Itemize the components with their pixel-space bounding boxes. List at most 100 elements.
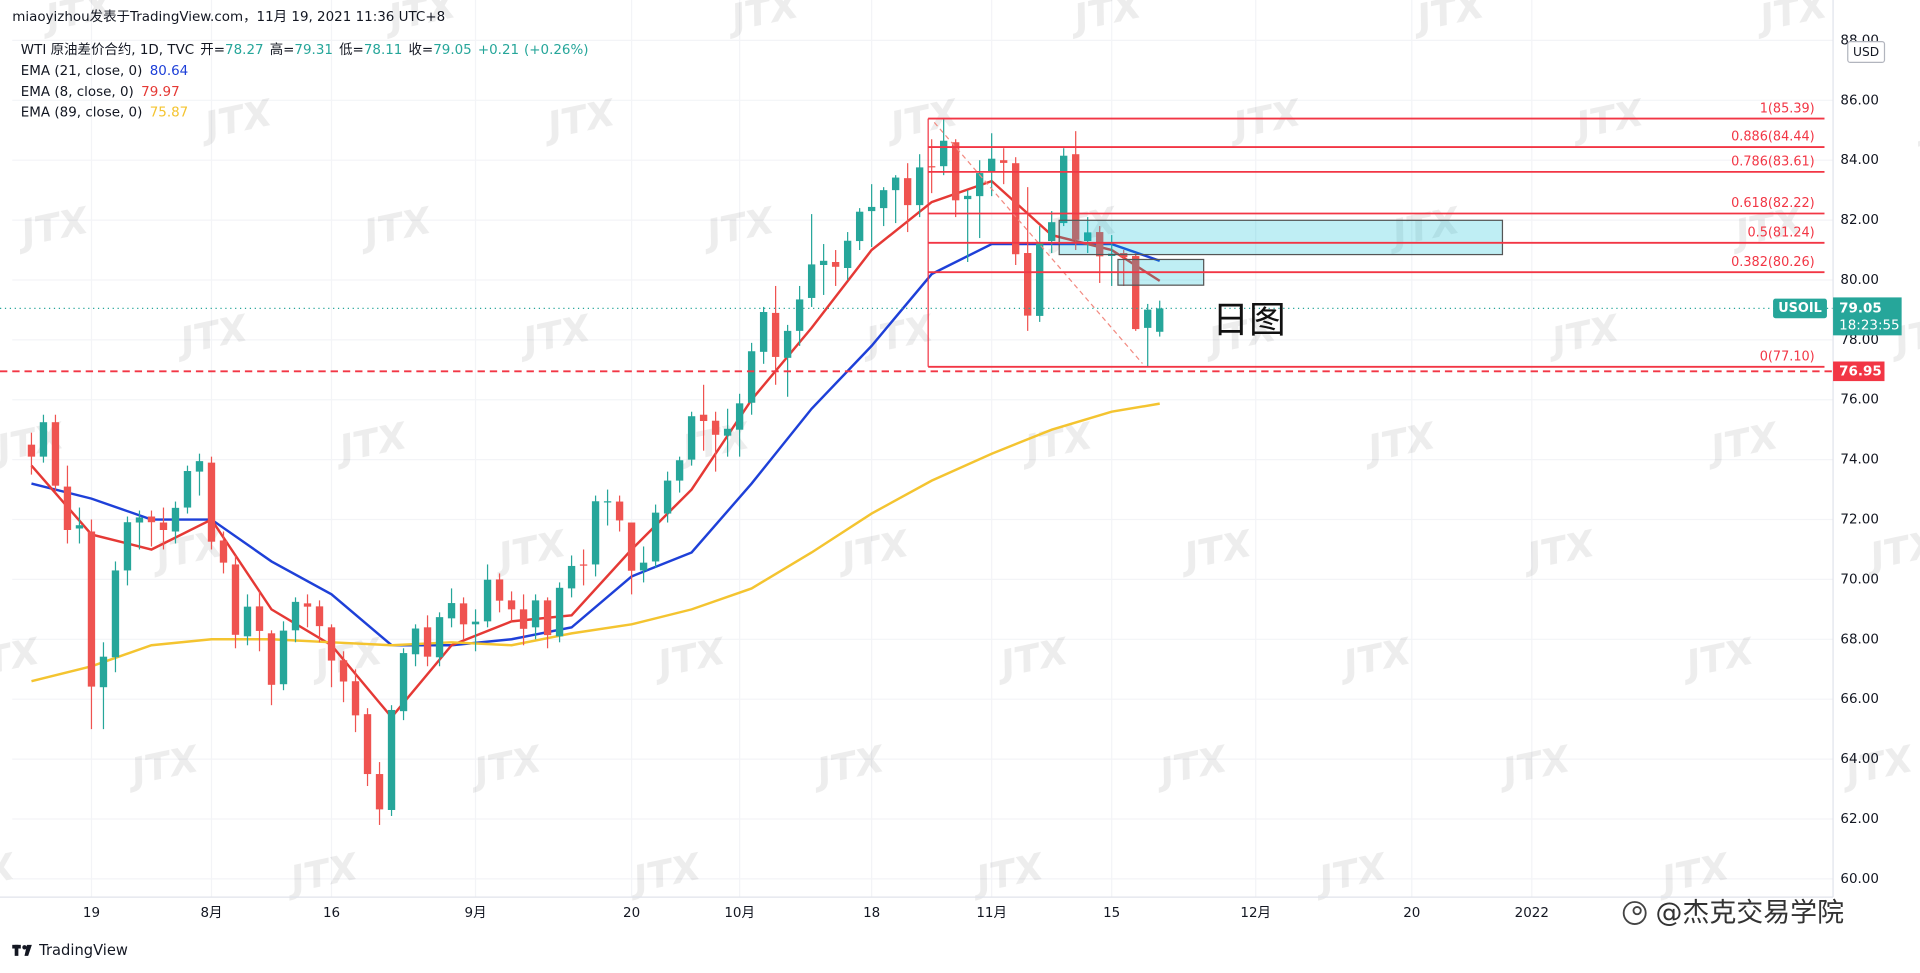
candle-body xyxy=(543,600,552,636)
candle-body xyxy=(627,522,636,571)
candle-body xyxy=(279,630,288,685)
fib-label: 0.382(80.26) xyxy=(1731,255,1815,270)
candle-body xyxy=(591,501,600,565)
candle-body xyxy=(459,603,468,625)
candle-body xyxy=(831,262,840,267)
x-tick-label: 10月 xyxy=(724,906,755,921)
annotation: 日图 xyxy=(1212,298,1285,341)
candle-body xyxy=(255,606,264,631)
candle-body xyxy=(735,403,744,430)
last-price-badge xyxy=(1833,297,1902,336)
fib-trendline xyxy=(933,121,1143,364)
candle-body xyxy=(891,177,900,191)
legend: miaoyizhou发表于TradingView.com，11月 19, 202… xyxy=(12,9,588,120)
ohlc-label: 收= xyxy=(408,42,433,58)
candle-body xyxy=(1012,163,1020,255)
legend-value: 79.97 xyxy=(141,85,180,100)
candle-body xyxy=(87,531,96,687)
candle-body xyxy=(207,462,216,542)
candle-body xyxy=(291,601,300,631)
x-tick-label: 20 xyxy=(623,906,640,921)
candle-body xyxy=(27,444,36,457)
candle-body xyxy=(219,540,228,563)
candle-body xyxy=(975,173,984,197)
candle-body xyxy=(447,603,456,619)
brand: TradingView xyxy=(38,942,128,959)
logo-part xyxy=(14,944,19,956)
levels: 1(85.39) 0.886(84.44) 0.786(83.61) 0.618(82… xyxy=(0,101,1834,373)
x-tick-label: 2022 xyxy=(1515,906,1549,921)
candle-body xyxy=(99,656,108,688)
legend-entry: EMA (8, close, 0) 79.97 xyxy=(21,85,180,100)
candle-body xyxy=(615,501,624,521)
candle-body xyxy=(51,422,60,486)
x-tick-label: 16 xyxy=(323,906,340,921)
candle-body xyxy=(327,627,336,661)
candle-body xyxy=(567,565,576,589)
zone-box xyxy=(1058,219,1504,256)
ohlc-label: 开= xyxy=(200,43,225,58)
candle-body xyxy=(531,600,540,628)
candle-body xyxy=(1036,241,1044,316)
candle-body xyxy=(471,621,480,625)
y-tick-label: 70.00 xyxy=(1840,572,1879,587)
candle-body xyxy=(423,627,432,657)
icon-part xyxy=(1622,901,1647,925)
legend-name: EMA (8, close, 0) xyxy=(21,85,134,100)
y-tick-label: 78.00 xyxy=(1840,333,1879,348)
fib-label: 1(85.39) xyxy=(1760,101,1815,116)
candle-body xyxy=(1072,154,1080,240)
candle-body xyxy=(231,564,240,635)
logo-part xyxy=(22,945,27,950)
candle-body xyxy=(507,600,516,610)
candle-body xyxy=(795,299,804,331)
legend-entry: EMA (89, close, 0) 75.87 xyxy=(21,106,188,121)
legend-name: EMA (21, close, 0) xyxy=(21,64,143,79)
fib-label: 0.618(82.22) xyxy=(1731,196,1815,211)
candle-body xyxy=(399,653,408,712)
candle-body xyxy=(111,570,120,658)
symbol-label: USOIL xyxy=(1778,301,1822,316)
candle-body xyxy=(159,522,168,531)
ohlc-label: 高= xyxy=(270,41,295,58)
candle-body xyxy=(723,428,732,436)
header: miaoyizhou发表于TradingView.com，11月 19, 202… xyxy=(12,9,445,25)
candle-body xyxy=(999,160,1008,163)
fib-label: 0.5(81.24) xyxy=(1747,226,1814,241)
y-tick-label: 64.00 xyxy=(1840,752,1879,767)
candle-body xyxy=(411,628,420,655)
candle-body xyxy=(867,206,876,212)
y-tick-label: 68.00 xyxy=(1840,632,1879,647)
countdown-label: 18:23:55 xyxy=(1839,319,1899,334)
y-tick-label: 84.00 xyxy=(1840,153,1879,168)
fib-label: 0(77.10) xyxy=(1760,350,1815,365)
candle-body xyxy=(147,516,156,523)
credit: @杰克交易学院 xyxy=(1656,898,1845,929)
candle-body xyxy=(435,617,444,658)
candle-body xyxy=(807,264,816,298)
grid xyxy=(12,0,1834,898)
price-level-label: 76.95 xyxy=(1839,364,1882,379)
x-tick-label: 12月 xyxy=(1240,906,1271,921)
candle-body xyxy=(939,140,948,167)
ohlc-value: 78.27 xyxy=(225,43,264,58)
candle-body xyxy=(915,167,924,206)
candle-body xyxy=(1048,222,1056,242)
candle-body xyxy=(363,714,372,775)
candle-body xyxy=(963,195,972,200)
x-tick-label: 8月 xyxy=(200,906,222,921)
ema-line xyxy=(31,402,1160,683)
candle-body xyxy=(135,517,144,523)
ema-line xyxy=(31,242,1161,647)
y-tick-label: 66.00 xyxy=(1840,692,1879,707)
candle-body xyxy=(759,312,768,352)
logo-part xyxy=(24,944,32,956)
y-tick-label: 60.00 xyxy=(1840,872,1879,887)
legend-name: EMA (89, close, 0) xyxy=(21,106,143,121)
candle-body xyxy=(39,422,48,457)
candle-body xyxy=(123,522,132,571)
candle-body xyxy=(927,166,936,168)
candle-body xyxy=(1060,155,1068,224)
ohlc-value: 79.05 xyxy=(433,43,472,58)
